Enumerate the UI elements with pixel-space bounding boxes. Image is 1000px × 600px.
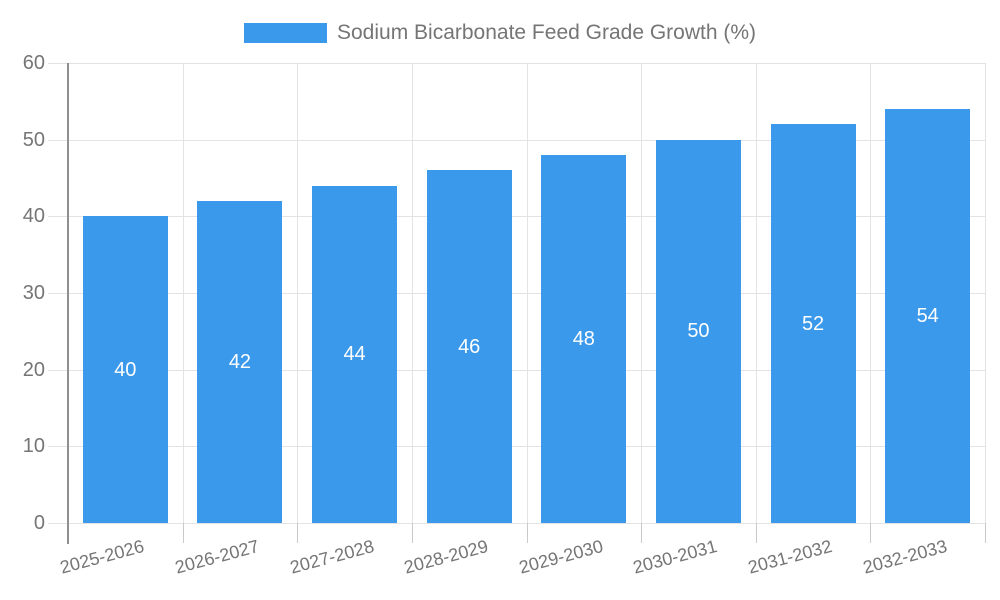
y-axis-tick-label: 30 (22, 282, 45, 304)
x-axis-tick (526, 523, 528, 543)
bar-value-label: 46 (458, 335, 481, 358)
legend[interactable]: Sodium Bicarbonate Feed Grade Growth (%) (0, 22, 1000, 43)
bar-value-label: 50 (687, 320, 710, 343)
y-axis-line (67, 63, 69, 544)
bar: 46 (426, 170, 512, 523)
bar-value-label: 54 (916, 305, 939, 327)
x-axis-tick (297, 523, 299, 543)
x-gridline (870, 63, 872, 523)
bar-value-label: 44 (343, 343, 366, 366)
bar: 48 (541, 155, 627, 523)
y-axis-tick-label: 0 (33, 512, 45, 534)
y-axis-tick-label: 60 (22, 52, 45, 74)
y-axis-tick-label: 10 (22, 435, 45, 458)
x-gridline (641, 63, 643, 523)
y-axis-tick-label: 20 (22, 358, 45, 381)
y-gridline (48, 293, 985, 294)
x-axis-tick (641, 523, 643, 543)
x-gridline (755, 63, 757, 523)
y-axis-tick-label: 40 (22, 205, 45, 228)
bar: 44 (312, 185, 398, 523)
y-gridline (48, 216, 985, 218)
bar: 40 (82, 216, 168, 523)
x-gridline (411, 63, 413, 523)
x-axis-tick (985, 523, 986, 543)
y-gridline (48, 63, 985, 64)
bar-value-label: 40 (114, 358, 137, 381)
y-gridline (48, 369, 985, 371)
bar-value-label: 52 (801, 312, 825, 335)
y-axis-tick-label: 50 (22, 128, 45, 151)
legend-label: Sodium Bicarbonate Feed Grade Growth (%) (336, 21, 757, 44)
x-gridline (182, 63, 184, 523)
bar: 42 (197, 201, 283, 523)
bar: 54 (885, 109, 971, 523)
x-axis-tick (870, 523, 872, 543)
bar: 52 (770, 124, 856, 523)
x-gridline (526, 63, 528, 523)
bar-value-label: 48 (572, 328, 595, 350)
y-gridline (48, 446, 985, 448)
bar-value-label: 42 (228, 351, 252, 373)
bar: 50 (655, 139, 741, 523)
x-gridline (297, 63, 299, 523)
x-axis-tick (182, 523, 184, 543)
x-axis-tick (755, 523, 757, 543)
x-gridline (985, 63, 986, 523)
y-gridline (48, 139, 985, 141)
y-gridline (48, 523, 985, 524)
legend-swatch (243, 22, 327, 43)
x-axis-tick (411, 523, 413, 543)
